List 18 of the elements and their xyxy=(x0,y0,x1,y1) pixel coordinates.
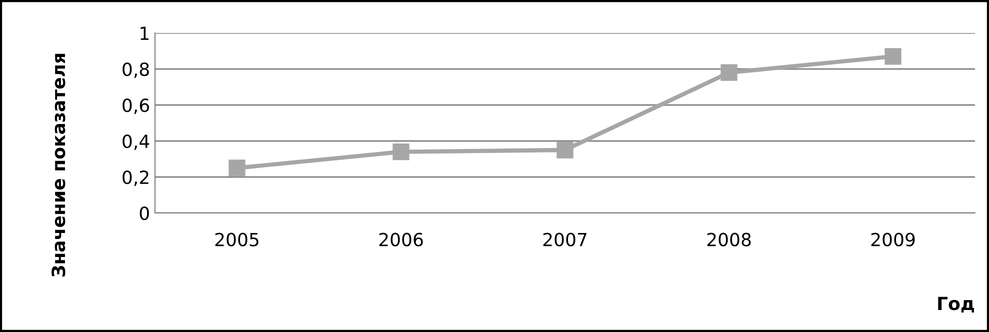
point xyxy=(556,142,574,158)
point xyxy=(392,143,410,160)
y-tick-label: 0,4 xyxy=(122,134,150,150)
y-tick-label: 0,2 xyxy=(122,170,148,186)
x-tick-label: 2005 xyxy=(215,232,258,246)
y-axis-title: Значение показателя xyxy=(52,54,66,276)
y-tick-label: 0,6 xyxy=(122,98,150,114)
point xyxy=(228,160,246,176)
point xyxy=(884,48,902,65)
x-tick-label: 2007 xyxy=(543,232,586,246)
y-tick-label: 1 xyxy=(140,26,148,40)
point xyxy=(720,64,738,81)
y-tick-label: 0,8 xyxy=(122,62,149,78)
x-tick-label: 2008 xyxy=(707,232,751,246)
x-tick-label: 2006 xyxy=(379,232,423,246)
y-tick-label: 0 xyxy=(140,206,149,220)
x-axis-title: Год xyxy=(938,296,974,312)
x-tick-label: 2009 xyxy=(871,232,915,246)
